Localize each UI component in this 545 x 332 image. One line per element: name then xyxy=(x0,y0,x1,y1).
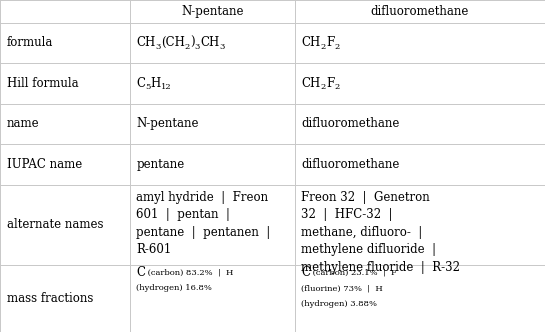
Text: ): ) xyxy=(190,36,195,49)
Text: pentane: pentane xyxy=(136,158,185,171)
Text: 2: 2 xyxy=(185,43,190,51)
Text: difluoromethane: difluoromethane xyxy=(301,117,400,130)
Text: (hydrogen) 16.8%: (hydrogen) 16.8% xyxy=(136,284,212,292)
Text: 2: 2 xyxy=(334,83,340,91)
Text: 12: 12 xyxy=(161,83,172,91)
Text: 5: 5 xyxy=(146,83,150,91)
Text: (fluorine) 73%  |  H: (fluorine) 73% | H xyxy=(301,284,383,292)
Text: Hill formula: Hill formula xyxy=(7,77,78,90)
Text: C: C xyxy=(136,266,146,279)
Text: H: H xyxy=(150,77,161,90)
Text: 2: 2 xyxy=(320,43,326,51)
Text: CH: CH xyxy=(301,77,320,90)
Text: F: F xyxy=(326,77,334,90)
Text: 3: 3 xyxy=(219,43,225,51)
Text: difluoromethane: difluoromethane xyxy=(301,158,400,171)
Text: alternate names: alternate names xyxy=(7,218,103,231)
Text: CH: CH xyxy=(200,36,219,49)
Text: name: name xyxy=(7,117,39,130)
Text: (carbon) 23.1%  |  F: (carbon) 23.1% | F xyxy=(311,268,397,276)
Text: (hydrogen) 3.88%: (hydrogen) 3.88% xyxy=(301,300,377,308)
Text: mass fractions: mass fractions xyxy=(7,292,93,305)
Text: 2: 2 xyxy=(320,83,326,91)
Text: C: C xyxy=(136,77,146,90)
Text: F: F xyxy=(326,36,334,49)
Text: CH: CH xyxy=(136,36,155,49)
Text: formula: formula xyxy=(7,36,53,49)
Text: (carbon) 83.2%  |  H: (carbon) 83.2% | H xyxy=(146,268,234,276)
Text: N-pentane: N-pentane xyxy=(136,117,199,130)
Text: 3: 3 xyxy=(195,43,200,51)
Text: C: C xyxy=(301,266,311,279)
Text: difluoromethane: difluoromethane xyxy=(371,5,469,18)
Text: amyl hydride  |  Freon
601  |  pentan  |
pentane  |  pentanen  |
R-601: amyl hydride | Freon 601 | pentan | pent… xyxy=(136,191,270,256)
Text: 2: 2 xyxy=(334,43,340,51)
Text: N-pentane: N-pentane xyxy=(181,5,244,18)
Text: CH: CH xyxy=(301,36,320,49)
Text: 3: 3 xyxy=(155,43,161,51)
Text: Freon 32  |  Genetron
32  |  HFC-32  |
methane, difluoro-  |
methylene difluorid: Freon 32 | Genetron 32 | HFC-32 | methan… xyxy=(301,191,461,274)
Text: (CH: (CH xyxy=(161,36,185,49)
Text: IUPAC name: IUPAC name xyxy=(7,158,82,171)
